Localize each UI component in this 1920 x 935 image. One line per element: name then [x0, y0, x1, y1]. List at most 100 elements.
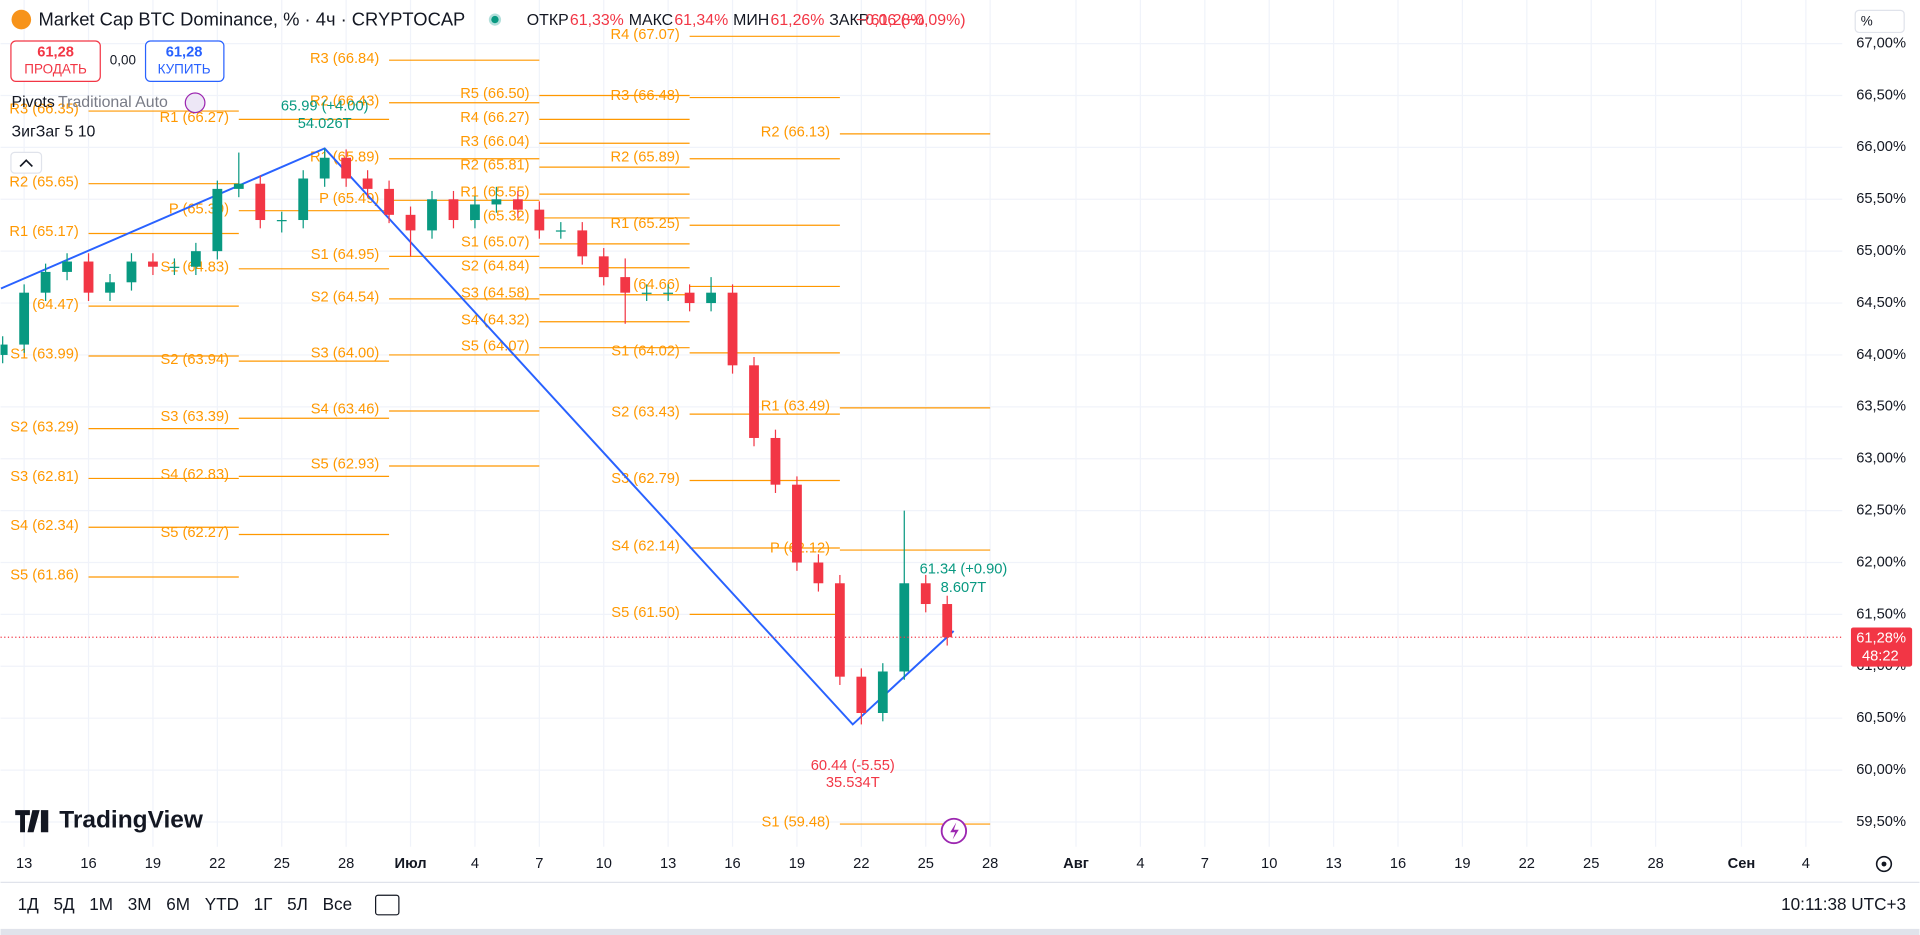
pivot-label: S2 (63.94)	[160, 352, 229, 368]
pivot-label: R2 (66.13)	[761, 125, 830, 141]
pivot-label: S1 (64.83)	[160, 259, 229, 275]
range-button[interactable]: 6М	[166, 894, 190, 914]
pivot-label: S1 (63.99)	[10, 347, 79, 363]
x-tick-label: 22	[1519, 856, 1535, 872]
x-tick-label: Июл	[395, 856, 427, 872]
range-button[interactable]: 3М	[128, 894, 152, 914]
x-tick-label: 13	[1325, 856, 1341, 872]
y-tick-label: 60,00%	[1856, 762, 1906, 778]
candle-body	[834, 583, 845, 677]
x-tick-label: 13	[660, 856, 676, 872]
indicator-pivots[interactable]: Pivots	[12, 94, 55, 111]
pivot-label: S5 (64.07)	[461, 338, 530, 354]
pivot-label: R1 (63.49)	[761, 399, 830, 415]
candle-body	[427, 199, 437, 231]
symbol-title[interactable]: Market Cap BTC Dominance, % · 4ч · CRYPT…	[38, 9, 465, 30]
x-tick-label: 13	[16, 856, 32, 872]
pivot-label: R1 (65.55)	[460, 185, 529, 201]
pivot-label: S4 (62.34)	[10, 518, 79, 534]
logo: TradingView	[59, 807, 204, 834]
pivot-label: P (64.47)	[19, 297, 79, 313]
candle-body	[706, 292, 716, 304]
x-tick-label: 25	[1583, 856, 1599, 872]
scale-mode[interactable]: %	[1861, 14, 1873, 29]
ohlc-key: ОТКР	[527, 12, 569, 29]
range-button[interactable]: 1Г	[254, 894, 273, 914]
candle-body	[126, 261, 137, 283]
settings-icon-core	[1881, 861, 1887, 867]
x-tick-label: 7	[535, 856, 543, 872]
pivot-label: S2 (64.54)	[311, 290, 380, 306]
candle-body	[83, 261, 94, 293]
x-tick-label: 19	[145, 856, 161, 872]
candle-body	[0, 344, 8, 355]
pivot-label: S3 (63.39)	[160, 409, 229, 425]
pivot-label: R1 (65.17)	[9, 224, 78, 240]
zigzag-label: 35.534T	[826, 775, 880, 791]
y-tick-label: 59,50%	[1856, 814, 1906, 830]
zigzag-label: 54.026T	[298, 116, 352, 132]
buy-price[interactable]: 61,28	[166, 44, 203, 60]
pivot-label: S3 (64.58)	[461, 285, 530, 301]
scale-mode-button[interactable]	[1854, 9, 1905, 34]
y-tick-label: 62,00%	[1856, 554, 1906, 570]
ohlc-key: МАКС	[629, 12, 673, 29]
sell-price[interactable]: 61,28	[37, 44, 74, 60]
candle-body	[169, 266, 180, 268]
range-button[interactable]: 1Д	[18, 894, 40, 914]
x-tick-label: 22	[853, 856, 869, 872]
range-button[interactable]: 5Д	[53, 894, 75, 914]
candle-body	[555, 230, 566, 232]
calendar-icon[interactable]	[375, 894, 400, 916]
x-tick-label: 25	[274, 856, 290, 872]
pivot-label: S1 (59.48)	[762, 815, 831, 831]
pivot-label: R4 (66.27)	[460, 110, 529, 126]
pivot-label: R3 (66.35)	[9, 102, 78, 118]
pivot-label: S1 (64.95)	[311, 247, 380, 263]
pivot-label: R3 (66.84)	[310, 51, 379, 67]
collapse-button[interactable]	[10, 151, 43, 174]
refresh-icon[interactable]	[184, 92, 206, 114]
settings-icon[interactable]	[1875, 855, 1893, 873]
sell-button[interactable]	[10, 40, 101, 82]
buy-label[interactable]: КУПИТЬ	[158, 61, 211, 76]
range-button[interactable]: Все	[323, 894, 353, 914]
pivot-label: P (65.32)	[469, 209, 529, 225]
candle-body	[512, 199, 523, 210]
plot: R3 (66.35) R2 (65.65) R1 (65.17) P (64.47) S…	[0, 27, 1843, 831]
x-tick-label: 19	[1454, 856, 1470, 872]
range-button[interactable]: 1М	[89, 894, 113, 914]
pivot-label: R3 (66.04)	[460, 134, 529, 150]
sell-label[interactable]: ПРОДАТЬ	[24, 61, 87, 76]
ohlc-key: МИН	[733, 12, 769, 29]
candle-body	[620, 277, 631, 293]
pivot-label: S4 (62.83)	[160, 467, 229, 483]
pivot-label: S4 (63.46)	[311, 402, 380, 418]
candle-body	[491, 199, 502, 205]
candle-body	[663, 292, 674, 294]
range-button[interactable]: YTD	[205, 894, 239, 914]
pivot-label: R2 (65.81)	[460, 158, 529, 174]
candle-body	[319, 157, 330, 179]
range-button[interactable]: 5Л	[287, 894, 308, 914]
spread: 0,00	[110, 53, 136, 68]
pivot-label: S3 (62.79)	[611, 471, 680, 487]
pivot-label: R2 (65.89)	[610, 149, 679, 165]
candle-body	[233, 183, 244, 189]
pivot-label: R1 (66.27)	[160, 110, 229, 126]
y-tick-label: 66,00%	[1856, 139, 1906, 155]
buy-button[interactable]	[144, 40, 225, 82]
candle-body	[792, 484, 802, 563]
ohlc-value: 61,34%	[674, 12, 728, 29]
candle-body	[298, 178, 309, 221]
indicator-zigzag[interactable]: ЗигЗаг 5 10	[12, 123, 96, 140]
clock: 10:11:38 UTC+3	[1781, 894, 1906, 914]
x-tick-label: Сен	[1728, 856, 1756, 872]
pivot-label: S2 (64.84)	[461, 258, 530, 274]
price-tag	[1850, 627, 1913, 667]
pivot-label: S3 (62.81)	[10, 469, 79, 485]
zigzag-label: 61.34 (+0.90)	[920, 562, 1008, 578]
x-tick-label: 16	[1390, 856, 1406, 872]
ohlc-value: 61,28%	[871, 12, 925, 29]
x-tick-label: 28	[982, 856, 998, 872]
